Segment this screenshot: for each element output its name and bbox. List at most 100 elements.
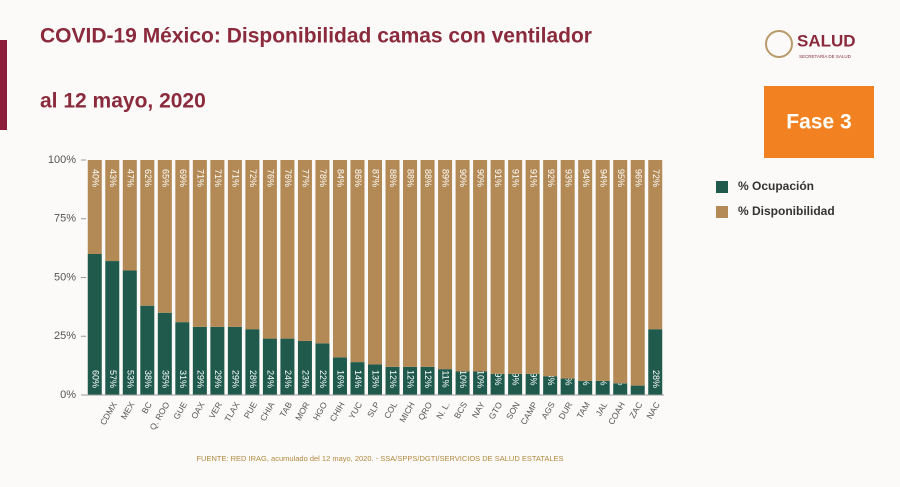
value-label: 24%: [283, 370, 293, 388]
value-label: 86%: [353, 169, 363, 187]
source-note: FUENTE: RED IRAG, acumulado del 12 mayo,…: [196, 454, 563, 463]
bar-segment: [245, 160, 260, 330]
logo-subtitle: SECRETARÍA DE SALUD: [799, 53, 852, 59]
bar-segment: [578, 380, 593, 395]
value-label: 29%: [213, 370, 223, 388]
value-label: 77%: [301, 169, 311, 187]
value-label: 43%: [108, 169, 118, 187]
bar-segment: [508, 160, 523, 374]
bar-segment: [648, 160, 663, 330]
value-label: 8%: [546, 372, 556, 385]
bar-segment: [297, 160, 312, 341]
bar-segment: [385, 366, 400, 395]
value-label: 69%: [178, 169, 188, 187]
value-label: 9%: [528, 372, 538, 385]
value-label: 71%: [195, 169, 205, 187]
value-label: 94%: [598, 169, 608, 187]
bar-segment: [210, 160, 225, 327]
value-label: 24%: [266, 370, 276, 388]
value-label: 78%: [318, 169, 328, 187]
bar-segment: [403, 160, 418, 367]
bar-segment: [245, 329, 260, 395]
logo-emblem: [765, 30, 793, 58]
value-label: 89%: [441, 169, 451, 187]
bar-segment: [87, 254, 102, 395]
bar-segment: [105, 261, 120, 395]
value-label: 88%: [423, 169, 433, 187]
value-label: 29%: [231, 370, 241, 388]
bar-segment: [630, 385, 645, 395]
value-label: 95%: [616, 169, 626, 187]
bar-segment: [192, 160, 207, 327]
value-label: 31%: [178, 370, 188, 388]
value-label: 28%: [651, 370, 661, 388]
bar-segment: [490, 373, 505, 395]
value-label: 29%: [195, 370, 205, 388]
bar-segment: [438, 369, 453, 395]
bar-segment: [367, 160, 383, 365]
value-label: 12%: [388, 370, 398, 388]
bar-segment: [595, 160, 610, 381]
bar-segment: [630, 160, 645, 386]
legend-swatch: [716, 181, 728, 193]
subtitle: al 12 mayo, 2020: [40, 90, 206, 113]
value-label: 28%: [248, 370, 258, 388]
legend-swatch: [716, 206, 728, 218]
bar-segment: [420, 366, 435, 395]
bar-segment: [280, 160, 295, 339]
bar-segment: [438, 160, 453, 370]
y-tick-label: 100%: [48, 154, 76, 166]
bar-segment: [192, 326, 207, 395]
legend-label: % Ocupación: [738, 179, 814, 193]
value-label: 93%: [563, 169, 573, 187]
value-label: 10%: [476, 370, 486, 388]
value-label: 22%: [318, 370, 328, 388]
bar-segment: [175, 160, 190, 323]
bar-segment: [227, 326, 242, 395]
y-tick-label: 25%: [54, 330, 76, 342]
bar-segment: [227, 160, 242, 327]
title: COVID-19 México: Disponibilidad camas co…: [40, 25, 592, 48]
value-label: 92%: [546, 169, 556, 187]
value-label: 13%: [371, 370, 381, 388]
bar-segment: [455, 371, 470, 395]
value-label: 7%: [563, 372, 573, 385]
value-label: 12%: [423, 370, 433, 388]
value-label: 90%: [476, 169, 486, 187]
value-label: 65%: [160, 169, 170, 187]
bar-segment: [560, 160, 575, 379]
value-label: 94%: [581, 169, 591, 187]
value-label: 88%: [388, 169, 398, 187]
value-label: 71%: [231, 169, 241, 187]
value-label: 72%: [651, 169, 661, 187]
bar-segment: [543, 376, 558, 395]
bar-segment: [280, 338, 295, 395]
bar-segment: [157, 160, 172, 313]
y-tick-label: 75%: [54, 213, 76, 225]
value-label: 23%: [301, 370, 311, 388]
bar-segment: [122, 270, 137, 395]
bar-segment: [140, 305, 155, 395]
value-label: 47%: [125, 169, 135, 187]
y-tick-label: 50%: [54, 271, 76, 283]
value-label: 91%: [528, 169, 538, 187]
value-label: 76%: [283, 169, 293, 187]
bar-segment: [332, 160, 347, 358]
value-label: 10%: [458, 370, 468, 388]
bar-segment: [385, 160, 400, 367]
bar-segment: [262, 160, 277, 339]
value-label: 53%: [125, 370, 135, 388]
value-label: 62%: [143, 169, 153, 187]
bar-segment: [87, 160, 102, 254]
value-label: 35%: [160, 370, 170, 388]
value-label: 91%: [511, 169, 521, 187]
bar-segment: [350, 362, 365, 395]
bar-segment: [157, 312, 172, 395]
bar-segment: [473, 160, 488, 372]
bar-segment: [613, 160, 628, 384]
bar-segment: [403, 366, 418, 395]
bar-segment: [490, 160, 505, 374]
bar-segment: [140, 160, 155, 306]
value-label: 9%: [493, 372, 503, 385]
